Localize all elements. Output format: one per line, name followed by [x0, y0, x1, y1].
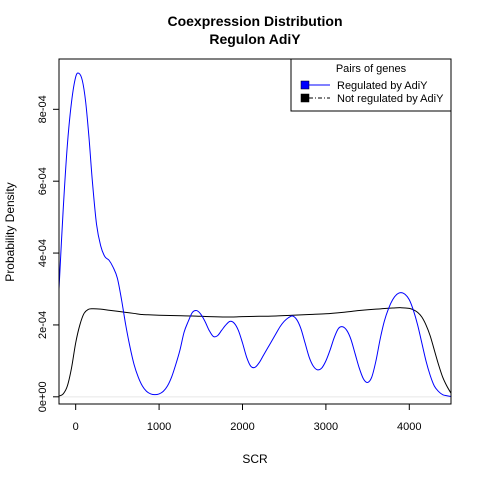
- series-line-not-regulated: [58, 307, 452, 397]
- x-tick-label-1000: 1000: [147, 421, 171, 433]
- plot-lines: [58, 72, 452, 398]
- x-axis: 0 1000 2000 3000 4000: [73, 404, 422, 433]
- series-line-regulated: [58, 72, 452, 397]
- y-tick-label-3: 6e-04: [37, 167, 49, 195]
- legend-swatch-regulated: [300, 80, 310, 90]
- legend: Pairs of genes Regulated by AdiY Not reg…: [290, 58, 452, 112]
- y-tick-label-0: 0e+00: [37, 381, 49, 412]
- legend-label-regulated: Regulated by AdiY: [337, 80, 428, 92]
- y-tick-label-2: 4e-04: [37, 239, 49, 267]
- legend-label-not-regulated: Not regulated by AdiY: [337, 93, 444, 105]
- x-tick-label-3000: 3000: [314, 421, 338, 433]
- plot-frame: [58, 58, 452, 405]
- x-tick-label-4000: 4000: [397, 421, 421, 433]
- x-tick-label-0: 0: [73, 421, 79, 433]
- chart-title: Coexpression Distribution: [167, 13, 342, 29]
- y-axis: 0e+00 2e-04 4e-04 6e-04 8e-04: [37, 95, 59, 412]
- y-tick-label-4: 8e-04: [37, 95, 49, 123]
- legend-swatch-not-regulated: [300, 93, 310, 103]
- y-tick-label-1: 2e-04: [37, 311, 49, 339]
- legend-title: Pairs of genes: [336, 63, 407, 75]
- x-tick-label-2000: 2000: [230, 421, 254, 433]
- y-axis-label: Probability Density: [3, 182, 17, 281]
- x-axis-label: SCR: [242, 452, 268, 466]
- chart-subtitle: Regulon AdiY: [209, 31, 301, 47]
